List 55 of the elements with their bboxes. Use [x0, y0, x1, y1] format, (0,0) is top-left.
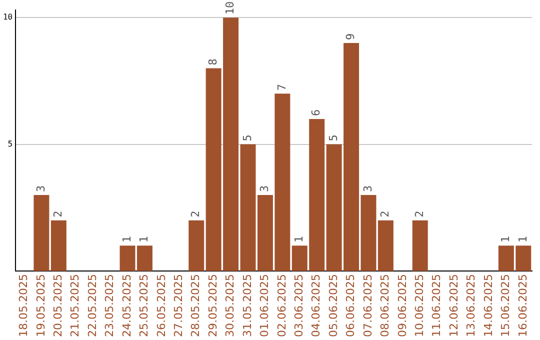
data-label: 10 — [224, 1, 237, 15]
bar — [34, 194, 50, 272]
data-label: 8 — [206, 58, 220, 66]
bar — [50, 220, 66, 272]
data-label: 3 — [258, 185, 272, 192]
bar — [240, 144, 256, 272]
x-tick-label: 20.05.2025 — [52, 274, 65, 338]
x-tick-label: 18.05.2025 — [17, 274, 30, 338]
x-tick-label: 13.06.2025 — [464, 274, 478, 338]
x-tick-label: 11.06.2025 — [430, 274, 444, 338]
data-label: 2 — [189, 210, 202, 218]
x-tick-label: 02.06.2025 — [275, 274, 288, 338]
data-label: 5 — [240, 134, 254, 142]
x-tick-label: 06.06.2025 — [344, 274, 358, 338]
x-tick-label: 30.05.2025 — [224, 274, 237, 338]
x-tick-label: 25.05.2025 — [138, 274, 151, 338]
data-label: 1 — [516, 236, 530, 243]
data-label: 1 — [120, 236, 134, 243]
x-tick-label: 16.06.2025 — [516, 274, 530, 338]
bar — [188, 220, 204, 272]
data-label: 5 — [326, 134, 340, 142]
x-tick-label: 03.06.2025 — [292, 274, 306, 338]
data-label: 6 — [310, 109, 323, 116]
bar — [412, 220, 428, 272]
x-tick-label: 04.06.2025 — [310, 274, 323, 338]
data-label: 1 — [138, 236, 151, 243]
data-label: 7 — [275, 84, 288, 91]
x-tick-label: 22.05.2025 — [86, 274, 99, 338]
data-label: 3 — [361, 185, 374, 192]
data-label: 3 — [34, 185, 48, 192]
x-tick-label: 21.05.2025 — [68, 274, 82, 338]
x-tick-label: 14.06.2025 — [482, 274, 495, 338]
x-tick-label: 28.05.2025 — [189, 274, 202, 338]
data-label: 2 — [52, 210, 65, 218]
data-label: 1 — [292, 236, 306, 243]
x-tick-label: 15.06.2025 — [499, 274, 512, 338]
x-tick-label: 07.06.2025 — [361, 274, 374, 338]
x-tick-label: 12.06.2025 — [447, 274, 460, 338]
x-tick-label: 09.06.2025 — [396, 274, 409, 338]
x-tick-label: 08.06.2025 — [378, 274, 392, 338]
x-tick-label: 24.05.2025 — [120, 274, 134, 338]
data-label: 2 — [378, 210, 392, 218]
x-tick-label: 26.05.2025 — [154, 274, 168, 338]
x-tick-label: 05.06.2025 — [326, 274, 340, 338]
x-tick-label: 31.05.2025 — [240, 274, 254, 338]
x-tick-label: 10.06.2025 — [412, 274, 426, 338]
x-tick-label: 27.05.2025 — [172, 274, 186, 338]
data-label: 9 — [344, 33, 358, 40]
data-label: 1 — [499, 236, 512, 243]
data-label: 2 — [412, 210, 426, 218]
x-tick-label: 19.05.2025 — [34, 274, 48, 338]
x-tick-label: 23.05.2025 — [103, 274, 116, 338]
bar — [378, 220, 394, 272]
x-tick-label: 01.06.2025 — [258, 274, 272, 338]
x-tick-label: 29.05.2025 — [206, 274, 220, 338]
